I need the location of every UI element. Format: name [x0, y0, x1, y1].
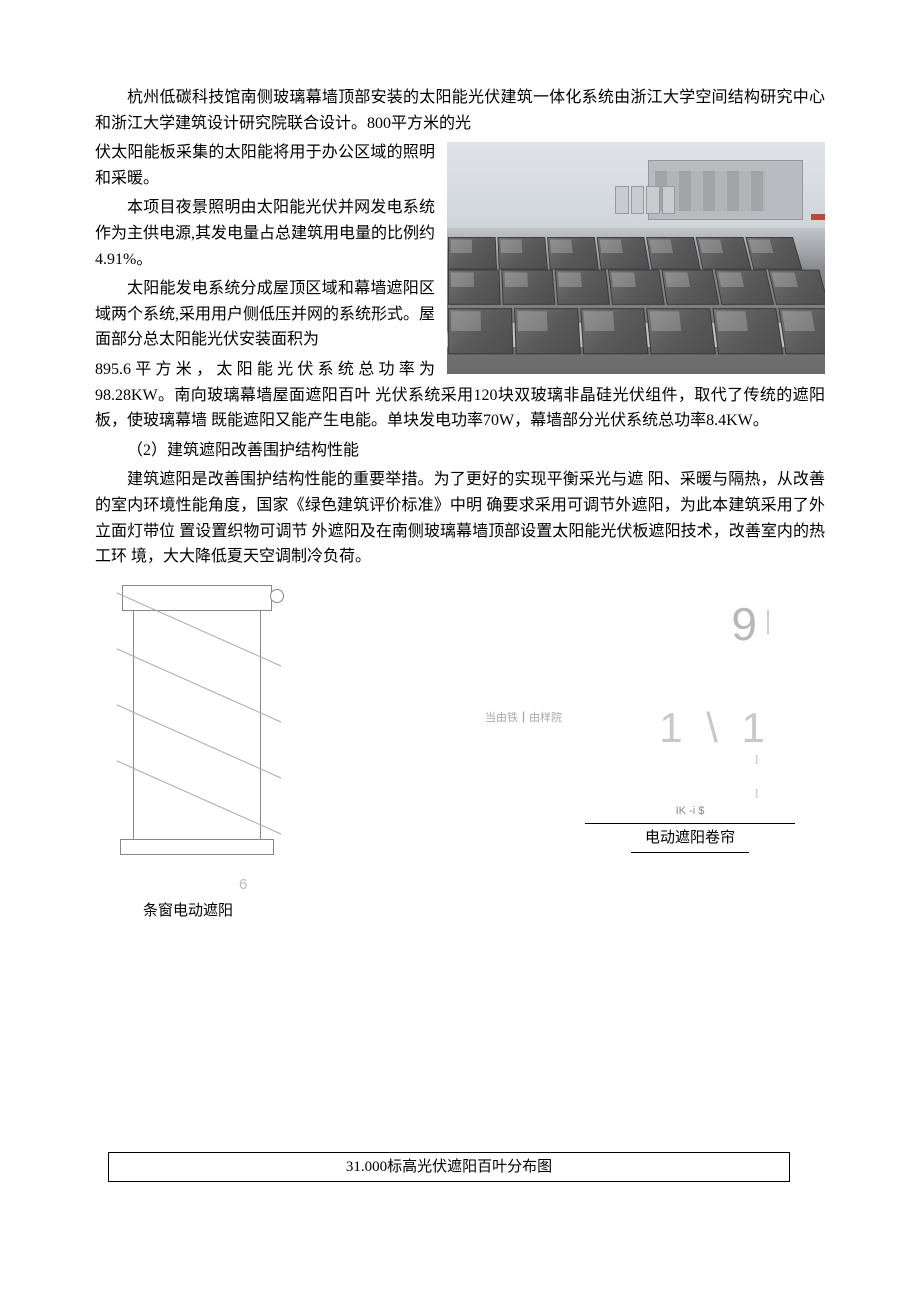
left-diagram-caption: 条窗电动遮阳 — [95, 899, 825, 923]
diagram-faint-text: 当由铁┃由样院 — [485, 710, 562, 728]
diagram-number-9: 9 — [731, 588, 757, 662]
section-heading-2: （2）建筑遮阳改善围护结构性能 — [95, 438, 825, 464]
diagram-marker-1: I — [754, 750, 759, 772]
diagram-row: 9 当由铁┃由样院 1 \ 1 I I IK -i $ 电动遮阳卷帘 — [95, 582, 825, 877]
rooftop-solar-photo — [447, 142, 825, 374]
bottom-title-box: 31.000标高光伏遮阳百叶分布图 — [108, 1152, 790, 1182]
roller-shade-caption: IK -i $ 电动遮阳卷帘 — [585, 803, 795, 853]
document-body: 杭州低碳科技馆南侧玻璃幕墙顶部安装的太阳能光伏建筑一体化系统由浙江大学空间结构研… — [95, 85, 825, 923]
paragraph-4: 建筑遮阳是改善围护结构性能的重要举措。为了更好的实现平衡采光与遮 阳、采暖与隔热… — [95, 467, 825, 569]
paragraph-1-intro: 杭州低碳科技馆南侧玻璃幕墙顶部安装的太阳能光伏建筑一体化系统由浙江大学空间结构研… — [95, 85, 825, 136]
roller-caption-text: 电动遮阳卷帘 — [631, 826, 749, 853]
roller-shade-diagram: 9 当由铁┃由样院 1 \ 1 I I IK -i $ 电动遮阳卷帘 — [485, 582, 805, 877]
roller-caption-code: IK -i $ — [585, 803, 795, 824]
window-shade-diagram — [105, 582, 320, 877]
